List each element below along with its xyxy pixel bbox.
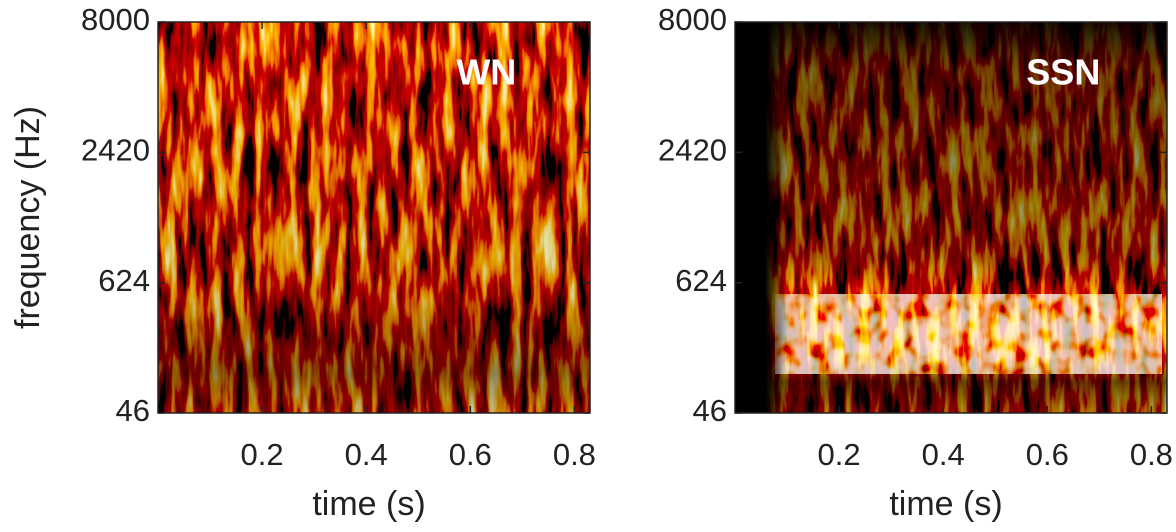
x-tick-label: 0.4 bbox=[922, 437, 965, 472]
annotation: WN bbox=[456, 52, 516, 93]
y-tick-label: 8000 bbox=[81, 2, 150, 37]
y-tick-label: 624 bbox=[675, 263, 727, 298]
x-tick-label: 0.4 bbox=[345, 437, 388, 472]
x-tick-label: 0.2 bbox=[241, 437, 284, 472]
spectrogram-shade bbox=[158, 22, 590, 413]
x-axis-label: time (s) bbox=[312, 485, 425, 523]
y-tick-label: 2420 bbox=[81, 133, 150, 168]
y-tick-label: 2420 bbox=[658, 133, 727, 168]
x-axis-label: time (s) bbox=[889, 485, 1002, 523]
x-tick-label: 0.2 bbox=[818, 437, 861, 472]
y-tick-label: 46 bbox=[693, 393, 727, 428]
x-tick-label: 0.6 bbox=[449, 437, 492, 472]
annotation: SSN bbox=[1026, 52, 1100, 93]
plot-frame bbox=[734, 21, 1168, 414]
y-tick-label: 46 bbox=[116, 393, 150, 428]
spectrogram-shade bbox=[735, 22, 1167, 413]
panels: 0.2 0.4 0.6 0.8 46 624 2420 8000 WN time (s) frequ… bbox=[9, 2, 1173, 523]
x-tick-label: 0.8 bbox=[553, 437, 596, 472]
y-tick-label: 624 bbox=[98, 263, 150, 298]
x-tick-label: 0.8 bbox=[1130, 437, 1173, 472]
x-tick-label: 0.6 bbox=[1026, 437, 1069, 472]
panel: 0.2 0.4 0.6 0.8 46 624 2420 8000 SSN time (s) bbox=[658, 2, 1173, 523]
panel: 0.2 0.4 0.6 0.8 46 624 2420 8000 WN time (s) frequ… bbox=[9, 2, 596, 523]
plot-frame bbox=[157, 21, 591, 414]
y-tick-label: 8000 bbox=[658, 2, 727, 37]
y-axis-label: frequency (Hz) bbox=[9, 106, 47, 329]
